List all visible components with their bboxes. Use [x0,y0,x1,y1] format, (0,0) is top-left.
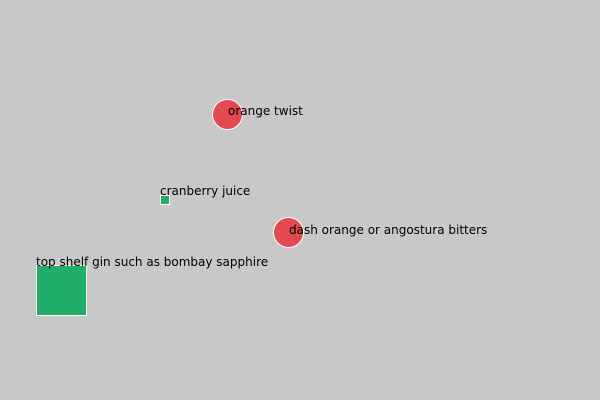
bitters-label: dash orange or angostura bitters [289,223,488,237]
gin-label: top shelf gin such as bombay sapphire [36,255,269,269]
bitters-marker [273,217,304,248]
gin-marker [36,265,87,316]
orange-twist-label: orange twist [228,104,303,118]
cranberry-juice-marker [160,195,170,205]
cranberry-juice-label: cranberry juice [160,184,251,198]
orange-twist-marker [212,99,243,130]
